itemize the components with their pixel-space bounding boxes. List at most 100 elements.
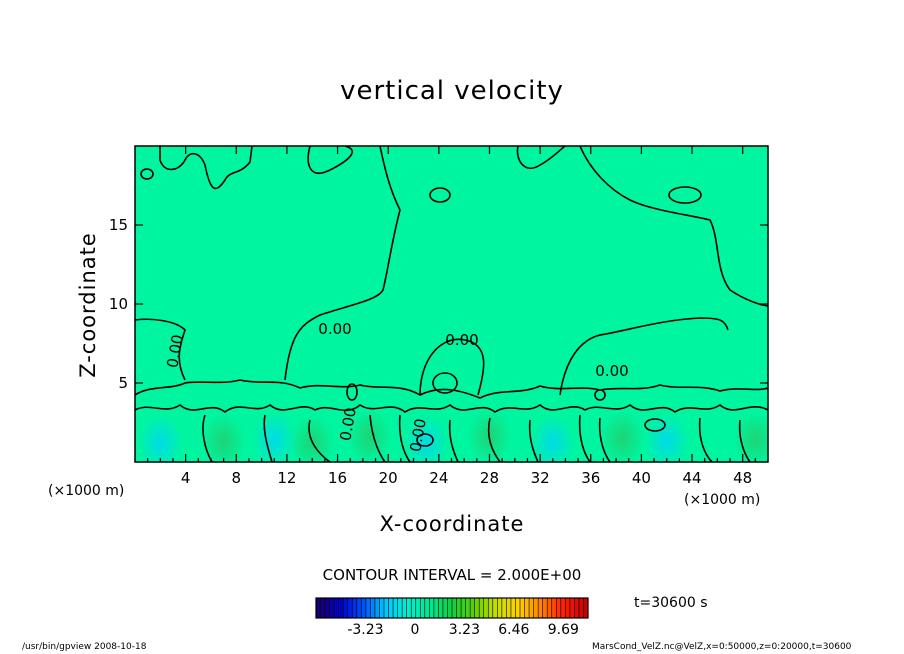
x-tick-label: 32 bbox=[530, 469, 550, 487]
contour-line bbox=[578, 414, 591, 462]
colorbar-cell bbox=[533, 598, 539, 618]
contour-label: 0.00 bbox=[163, 333, 187, 369]
x-tick-label: 36 bbox=[581, 469, 601, 487]
x-unit-label-left: (×1000 m) bbox=[48, 483, 125, 499]
colorbar-cell bbox=[411, 598, 417, 618]
contour-interval-label: CONTOUR INTERVAL = 2.000E+00 bbox=[322, 566, 582, 584]
field-blob bbox=[600, 410, 645, 462]
colorbar-cell bbox=[352, 598, 358, 618]
colorbar-cell bbox=[551, 598, 557, 618]
field-blob bbox=[733, 411, 768, 462]
colorbar-cell bbox=[361, 598, 367, 618]
x-tick-label: 24 bbox=[429, 469, 449, 487]
colorbar-cell bbox=[492, 598, 498, 618]
contour-loop bbox=[140, 168, 154, 180]
contour-label: 0.00 bbox=[595, 362, 628, 380]
colorbar-cell bbox=[370, 598, 376, 618]
colorbar-cell bbox=[542, 598, 548, 618]
x-tick-label: 16 bbox=[328, 469, 348, 487]
footer-right: MarsCond_VelZ.nc@VelZ,x=0:50000,z=0:2000… bbox=[592, 642, 852, 652]
colorbar-cell bbox=[488, 598, 494, 618]
contour-loop bbox=[432, 372, 458, 394]
x-unit-label-right: (×1000 m) bbox=[684, 492, 761, 508]
x-axis-label: X-coordinate bbox=[379, 512, 525, 536]
contour-line bbox=[307, 146, 353, 174]
colorbar-cell bbox=[452, 598, 458, 618]
contour-line bbox=[369, 414, 386, 462]
contour-line bbox=[135, 318, 186, 381]
x-tick-label: 40 bbox=[631, 469, 651, 487]
colorbar-cell bbox=[356, 598, 362, 618]
y-tick-label: 10 bbox=[108, 295, 128, 313]
colorbar-cell bbox=[461, 598, 467, 618]
colorbar-cell bbox=[510, 598, 516, 618]
contour-line bbox=[308, 419, 331, 462]
colorbar-cell bbox=[334, 598, 340, 618]
colorbar-cell bbox=[384, 598, 390, 618]
x-tick-label: 8 bbox=[231, 469, 242, 487]
colorbar-cell bbox=[515, 598, 521, 618]
colorbar-cell bbox=[433, 598, 439, 618]
y-tick-label: 5 bbox=[118, 374, 128, 392]
colorbar-tick-label: -3.23 bbox=[347, 622, 384, 638]
colorbar-cell bbox=[397, 598, 403, 618]
colorbar-cell bbox=[438, 598, 444, 618]
colorbar-cell bbox=[497, 598, 503, 618]
contour-line bbox=[284, 146, 401, 381]
field-blob bbox=[252, 411, 297, 462]
colorbar-cell bbox=[583, 598, 589, 618]
field-blob bbox=[404, 415, 449, 462]
contour-line bbox=[487, 417, 501, 462]
contour-line bbox=[398, 414, 411, 462]
colorbar-cell bbox=[325, 598, 331, 618]
field-blob bbox=[530, 415, 575, 462]
colorbar-cell bbox=[442, 598, 448, 618]
contour-label: 0.00 bbox=[336, 406, 360, 442]
colorbar-frame bbox=[315, 597, 589, 619]
x-tick-label: 20 bbox=[378, 469, 398, 487]
contour-label: 0.00 bbox=[445, 331, 478, 349]
contour-line bbox=[263, 414, 273, 462]
colorbar-cell bbox=[547, 598, 553, 618]
colorbar-cell bbox=[320, 598, 326, 618]
colorbar-cell bbox=[506, 598, 512, 618]
colorbar-cell bbox=[343, 598, 349, 618]
colorbar-cell bbox=[388, 598, 394, 618]
y-tick-label: 15 bbox=[108, 216, 128, 234]
contour-line bbox=[598, 417, 611, 462]
colorbar-cell bbox=[447, 598, 453, 618]
contour-line bbox=[528, 419, 539, 462]
colorbar-cell bbox=[483, 598, 489, 618]
colorbar-cell bbox=[429, 598, 435, 618]
x-tick-label: 4 bbox=[180, 469, 191, 487]
field-blob bbox=[644, 413, 689, 462]
colorbar-cell bbox=[456, 598, 462, 618]
field-blob bbox=[138, 415, 183, 462]
contour-loop bbox=[668, 186, 702, 204]
colorbar-cell bbox=[538, 598, 544, 618]
colorbar-cell bbox=[560, 598, 566, 618]
contour-label: 0.00 bbox=[318, 320, 351, 338]
footer-left: /usr/bin/gpview 2008-10-18 bbox=[22, 642, 147, 652]
contour-line bbox=[559, 317, 729, 396]
colorbar-cell bbox=[347, 598, 353, 618]
contour-line bbox=[516, 146, 566, 170]
colorbar-cell bbox=[479, 598, 485, 618]
contour-line bbox=[135, 403, 768, 414]
field-blob bbox=[290, 415, 335, 462]
contour-line bbox=[448, 419, 459, 462]
contour-loop bbox=[416, 433, 434, 447]
colorbar-cell bbox=[415, 598, 421, 618]
colorbar-cell bbox=[393, 598, 399, 618]
x-tick-label: 28 bbox=[479, 469, 500, 487]
colorbar bbox=[315, 597, 589, 619]
plot-background bbox=[135, 146, 768, 462]
field-blob bbox=[347, 408, 392, 462]
colorbar-cell bbox=[524, 598, 530, 618]
time-label: t=30600 s bbox=[634, 595, 708, 611]
colorbar-tick-label: 6.46 bbox=[498, 622, 530, 638]
colorbar-cell bbox=[578, 598, 584, 618]
colorbar-cell bbox=[474, 598, 480, 618]
colorbar-cell bbox=[501, 598, 507, 618]
colorbar-cell bbox=[402, 598, 408, 618]
